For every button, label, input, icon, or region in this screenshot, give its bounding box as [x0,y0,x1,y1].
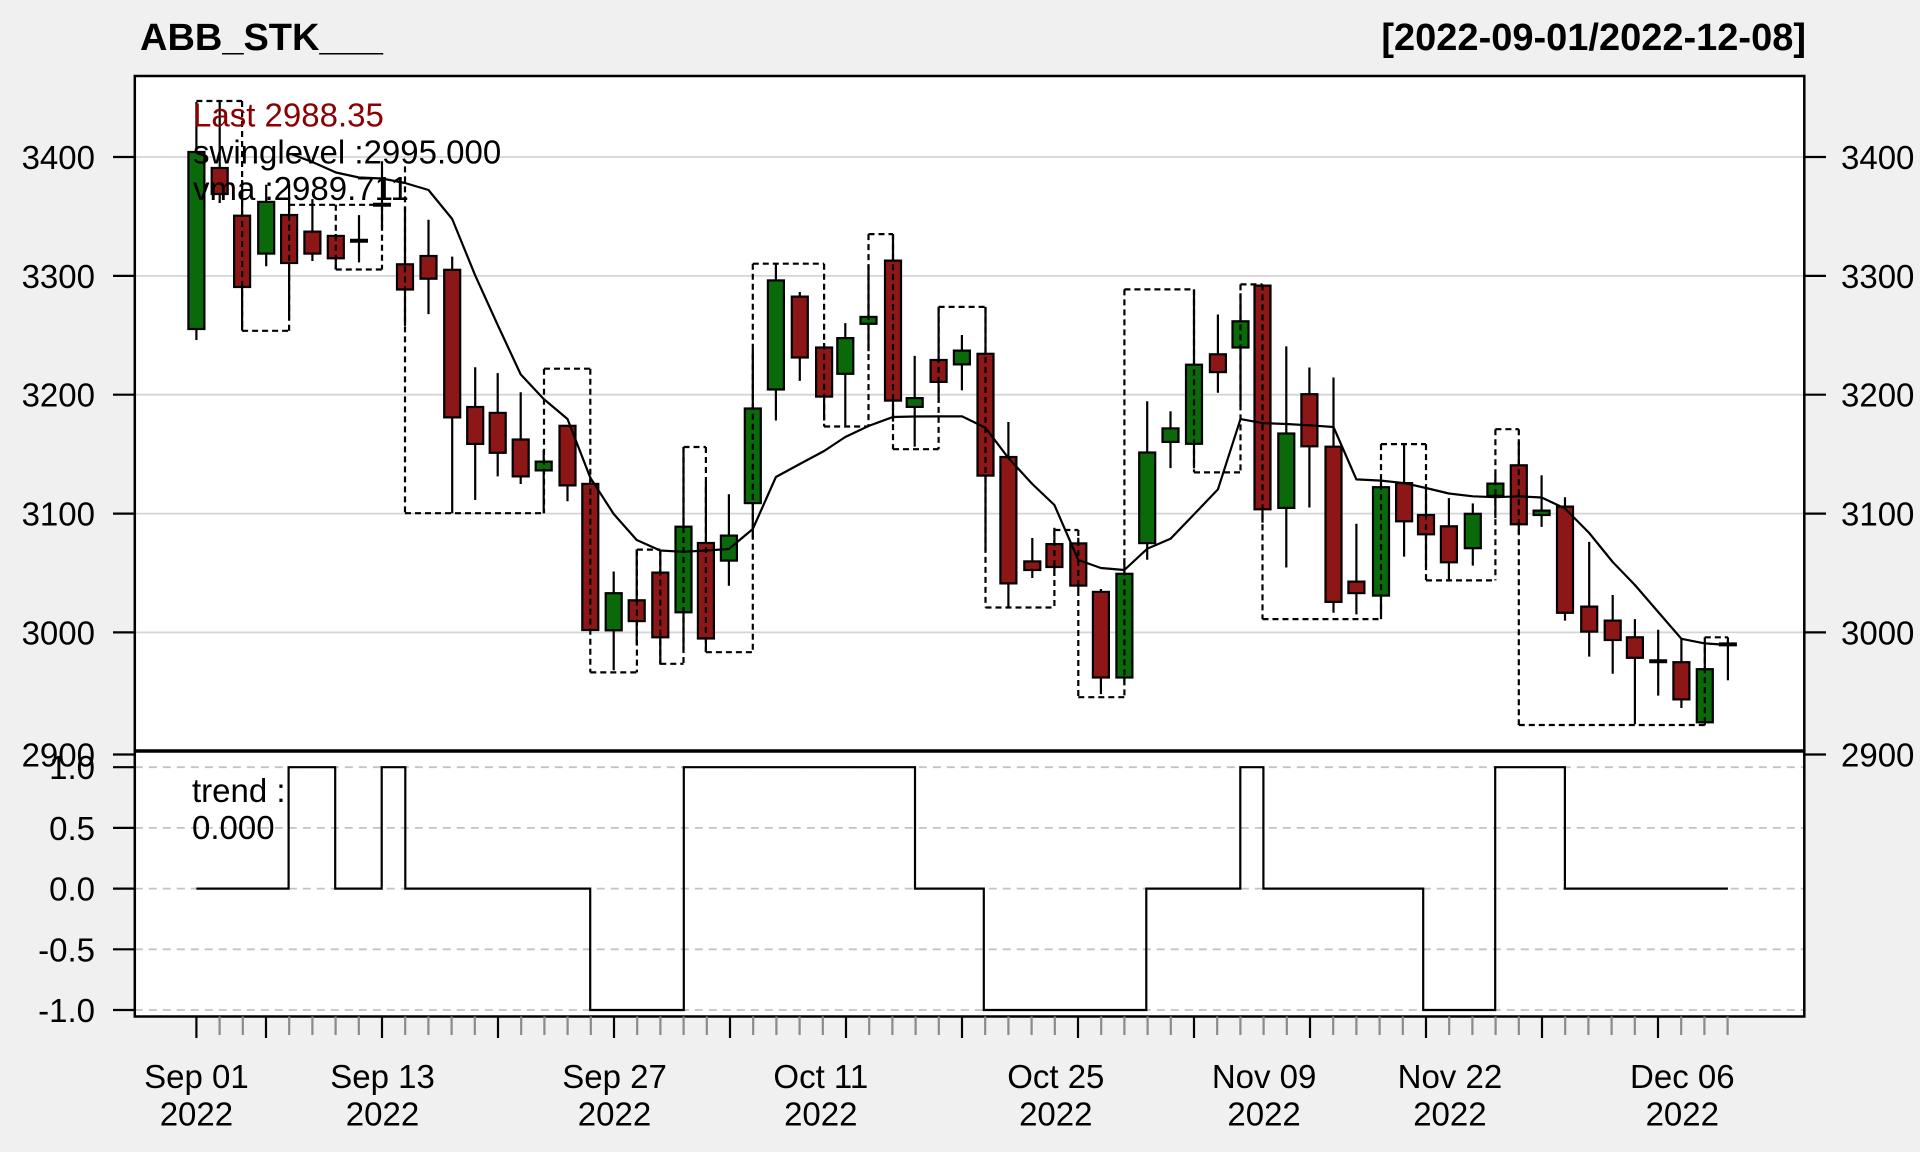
svg-text:3100: 3100 [1841,496,1914,533]
svg-text:2022: 2022 [784,1096,857,1133]
svg-text:Sep 01: Sep 01 [144,1058,249,1095]
svg-text:Sep 13: Sep 13 [330,1058,435,1095]
svg-text:Oct 11: Oct 11 [773,1058,868,1095]
svg-text:1.0: 1.0 [49,749,95,786]
svg-text:2022: 2022 [160,1096,233,1133]
svg-text:-1.0: -1.0 [38,992,95,1029]
svg-text:Nov 22: Nov 22 [1398,1058,1503,1095]
svg-text:Last 2988.35: Last 2988.35 [193,97,384,134]
svg-text:trend :: trend : [192,772,286,809]
svg-text:2022: 2022 [346,1096,419,1133]
svg-text:3300: 3300 [1841,258,1914,295]
svg-text:swinglevel :2995.000: swinglevel :2995.000 [193,134,501,171]
svg-text:Oct 25: Oct 25 [1007,1058,1104,1095]
svg-text:3000: 3000 [22,614,95,651]
svg-text:Sep 27: Sep 27 [562,1058,667,1095]
svg-text:0.0: 0.0 [49,871,95,908]
svg-text:2022: 2022 [1227,1096,1300,1133]
svg-text:3200: 3200 [1841,377,1914,414]
svg-text:2900: 2900 [22,737,95,774]
svg-text:2022: 2022 [1019,1096,1092,1133]
svg-text:3200: 3200 [22,377,95,414]
svg-text:2022: 2022 [1646,1096,1719,1133]
svg-text:3400: 3400 [1841,139,1914,176]
svg-text:Nov 09: Nov 09 [1212,1058,1317,1095]
svg-text:[2022-09-01/2022-12-08]: [2022-09-01/2022-12-08] [1381,17,1806,59]
svg-text:0.5: 0.5 [49,810,95,847]
svg-text:3400: 3400 [22,139,95,176]
svg-text:3300: 3300 [22,258,95,295]
svg-text:3000: 3000 [1841,614,1914,651]
svg-text:2900: 2900 [1841,737,1914,774]
svg-text:vma :2989.711: vma :2989.711 [193,170,409,207]
svg-text:2022: 2022 [1413,1096,1486,1133]
svg-text:2022: 2022 [578,1096,651,1133]
svg-text:ABB_STK___: ABB_STK___ [140,17,384,59]
svg-text:-0.5: -0.5 [38,931,95,968]
svg-text:0.000: 0.000 [192,809,275,846]
svg-text:3100: 3100 [22,496,95,533]
svg-text:Dec 06: Dec 06 [1630,1058,1735,1095]
